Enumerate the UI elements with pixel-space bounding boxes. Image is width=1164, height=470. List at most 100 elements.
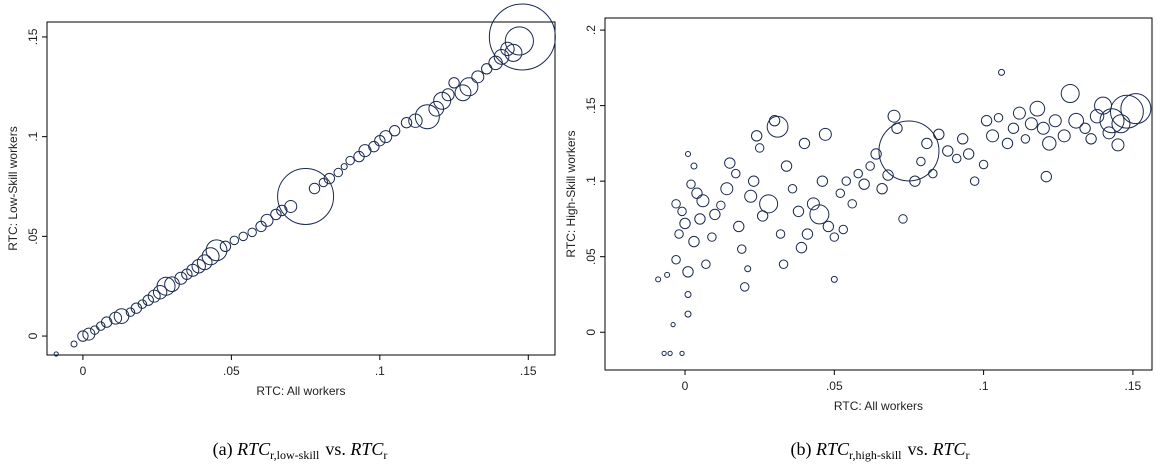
- bubble: [77, 330, 89, 342]
- bubble: [504, 43, 523, 62]
- y-tick-label: .15: [26, 28, 40, 45]
- bubble: [822, 220, 835, 233]
- bubble: [1057, 129, 1071, 143]
- bubble: [504, 26, 534, 56]
- bubble: [707, 232, 717, 242]
- bubble: [684, 290, 692, 298]
- bubble: [441, 88, 455, 102]
- bubble: [750, 130, 763, 142]
- bubble: [909, 175, 921, 187]
- caption-lhs: RTC: [236, 439, 271, 459]
- bubble: [969, 176, 980, 186]
- bubble: [368, 140, 380, 153]
- bubble: [454, 84, 472, 102]
- bubble: [664, 271, 671, 278]
- bubble: [780, 160, 793, 172]
- bubble: [400, 117, 413, 129]
- bubble: [500, 41, 515, 57]
- x-tick-label: .05: [826, 379, 843, 393]
- bubble: [690, 162, 698, 170]
- bubble: [747, 175, 760, 187]
- bubble: [878, 120, 940, 182]
- bubble: [414, 104, 440, 130]
- bubble: [388, 124, 401, 137]
- bubble: [247, 227, 257, 238]
- bubble: [744, 189, 758, 203]
- bubble: [798, 137, 811, 150]
- y-axis-label: RTC: High-Skill workers: [564, 130, 578, 257]
- bubble: [448, 77, 460, 89]
- bubble: [284, 199, 298, 213]
- bubble: [978, 159, 989, 170]
- bubble: [916, 156, 926, 167]
- bubble: [677, 206, 687, 217]
- bubble: [942, 145, 954, 157]
- caption-rhs: RTC: [932, 439, 967, 459]
- bubble: [957, 133, 969, 145]
- bubble: [1012, 106, 1026, 120]
- caption-label: (b): [790, 439, 811, 460]
- bubble: [655, 276, 662, 283]
- bubble: [1089, 108, 1105, 124]
- bubble: [1111, 138, 1125, 152]
- bubble: [816, 175, 829, 187]
- bubble: [701, 259, 711, 269]
- bubble: [731, 168, 741, 179]
- y-tick-label: .05: [584, 248, 598, 265]
- bubble: [928, 168, 938, 179]
- x-axis-label: RTC: All workers: [256, 384, 345, 398]
- bubble: [137, 299, 148, 309]
- bubble: [1036, 121, 1050, 135]
- bubble: [775, 229, 786, 239]
- bubble: [196, 254, 213, 271]
- y-tick-label: 0: [584, 329, 598, 336]
- caption: (b) RTCr,high-skill vs. RTCr: [790, 439, 969, 462]
- bubble: [830, 275, 838, 283]
- bubble: [152, 284, 168, 300]
- bubble: [1001, 137, 1014, 150]
- bubble: [1099, 108, 1125, 134]
- plot-frame: [604, 17, 1153, 371]
- bubble: [795, 241, 808, 254]
- x-tick-label: .05: [223, 364, 240, 378]
- bubble: [1024, 117, 1038, 131]
- bubble: [667, 350, 673, 357]
- bubble: [684, 310, 692, 318]
- bubble: [737, 244, 747, 254]
- bubble: [1029, 100, 1046, 117]
- bubble: [323, 172, 336, 185]
- bubble: [682, 266, 694, 278]
- bubble: [100, 316, 113, 328]
- y-tick-label: .15: [584, 97, 598, 114]
- bubble: [744, 265, 752, 273]
- bubble: [759, 194, 779, 214]
- bubble: [891, 122, 903, 134]
- bubble: [238, 231, 248, 242]
- bubble: [1060, 84, 1080, 104]
- bubble: [787, 183, 798, 194]
- bubble: [847, 199, 857, 209]
- bubble: [709, 208, 721, 221]
- bubble: [53, 351, 59, 357]
- bubble: [1007, 122, 1020, 134]
- bubble: [276, 204, 288, 217]
- y-axis-label: RTC: Low-Skill workers: [6, 126, 20, 250]
- bubble: [379, 130, 393, 144]
- bubble: [679, 217, 691, 230]
- bubble: [1048, 114, 1062, 128]
- bubble: [724, 157, 736, 169]
- plot-frame: [46, 21, 556, 356]
- caption-mid: vs.: [325, 439, 346, 459]
- bubble: [806, 197, 820, 211]
- bubble: [671, 254, 681, 265]
- bubble: [898, 214, 908, 224]
- bubble: [1068, 112, 1085, 129]
- bubble: [260, 213, 274, 227]
- caption-label: (a): [213, 439, 233, 460]
- bubble: [674, 229, 684, 239]
- bubble: [1111, 114, 1131, 134]
- bubble: [754, 143, 765, 153]
- caption-lhs-sub: r,low-skill: [270, 448, 320, 462]
- bubble: [488, 55, 503, 71]
- bubble: [980, 115, 993, 127]
